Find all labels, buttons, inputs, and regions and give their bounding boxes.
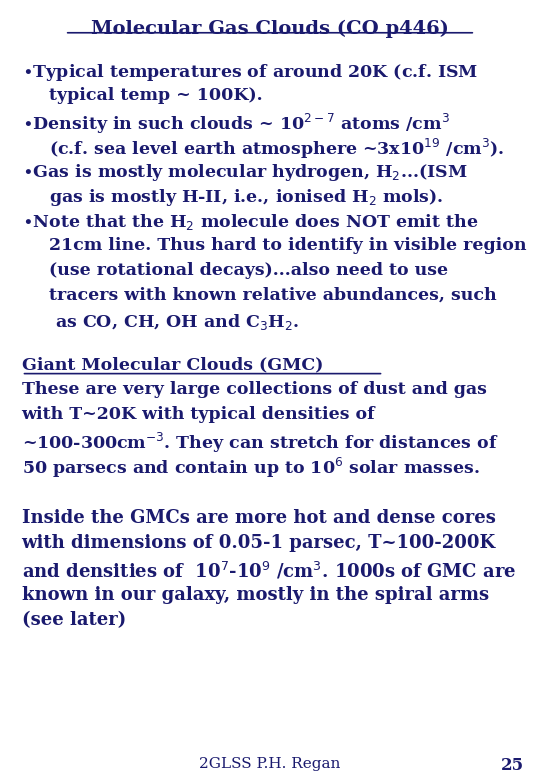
Text: Giant Molecular Clouds (GMC): Giant Molecular Clouds (GMC) bbox=[22, 356, 323, 374]
Text: as CO, CH, OH and C$_{3}$H$_{2}$.: as CO, CH, OH and C$_{3}$H$_{2}$. bbox=[49, 312, 299, 332]
Text: gas is mostly H-II, i.e., ionised H$_{2}$ mols).: gas is mostly H-II, i.e., ionised H$_{2}… bbox=[49, 187, 443, 208]
Text: with T~20K with typical densities of: with T~20K with typical densities of bbox=[22, 406, 375, 424]
Text: $\bullet$Typical temperatures of around 20K (c.f. ISM: $\bullet$Typical temperatures of around … bbox=[22, 62, 478, 83]
Text: known in our galaxy, mostly in the spiral arms: known in our galaxy, mostly in the spira… bbox=[22, 586, 489, 604]
Text: ~100-300cm$^{-3}$. They can stretch for distances of: ~100-300cm$^{-3}$. They can stretch for … bbox=[22, 431, 498, 456]
Text: 21cm line. Thus hard to identify in visible region: 21cm line. Thus hard to identify in visi… bbox=[49, 237, 526, 254]
Text: $\bullet$Note that the H$_{2}$ molecule does NOT emit the: $\bullet$Note that the H$_{2}$ molecule … bbox=[22, 212, 478, 232]
Text: typical temp ~ 100K).: typical temp ~ 100K). bbox=[49, 87, 262, 105]
Text: Inside the GMCs are more hot and dense cores: Inside the GMCs are more hot and dense c… bbox=[22, 509, 496, 526]
Text: 50 parsecs and contain up to 10$^{6}$ solar masses.: 50 parsecs and contain up to 10$^{6}$ so… bbox=[22, 456, 480, 480]
Text: $\bullet$Density in such clouds ~ 10$^{2-7}$ atoms /cm$^{3}$: $\bullet$Density in such clouds ~ 10$^{2… bbox=[22, 112, 449, 136]
Text: (c.f. sea level earth atmosphere ~3x10$^{19}$ /cm$^{3}$).: (c.f. sea level earth atmosphere ~3x10$^… bbox=[49, 137, 504, 161]
Text: Molecular Gas Clouds (CO p446): Molecular Gas Clouds (CO p446) bbox=[91, 20, 449, 37]
Text: 25: 25 bbox=[501, 757, 524, 774]
Text: and densities of  10$^{7}$-10$^{9}$ /cm$^{3}$. 1000s of GMC are: and densities of 10$^{7}$-10$^{9}$ /cm$^… bbox=[22, 560, 516, 581]
Text: with dimensions of 0.05-1 parsec, T~100-200K: with dimensions of 0.05-1 parsec, T~100-… bbox=[22, 534, 496, 552]
Text: $\bullet$Gas is mostly molecular hydrogen, H$_{2}$...(ISM: $\bullet$Gas is mostly molecular hydroge… bbox=[22, 162, 467, 183]
Text: These are very large collections of dust and gas: These are very large collections of dust… bbox=[22, 381, 487, 399]
Text: tracers with known relative abundances, such: tracers with known relative abundances, … bbox=[49, 287, 496, 304]
Text: (see later): (see later) bbox=[22, 612, 126, 629]
Text: (use rotational decays)...also need to use: (use rotational decays)...also need to u… bbox=[49, 262, 448, 279]
Text: 2GLSS P.H. Regan: 2GLSS P.H. Regan bbox=[199, 757, 341, 771]
